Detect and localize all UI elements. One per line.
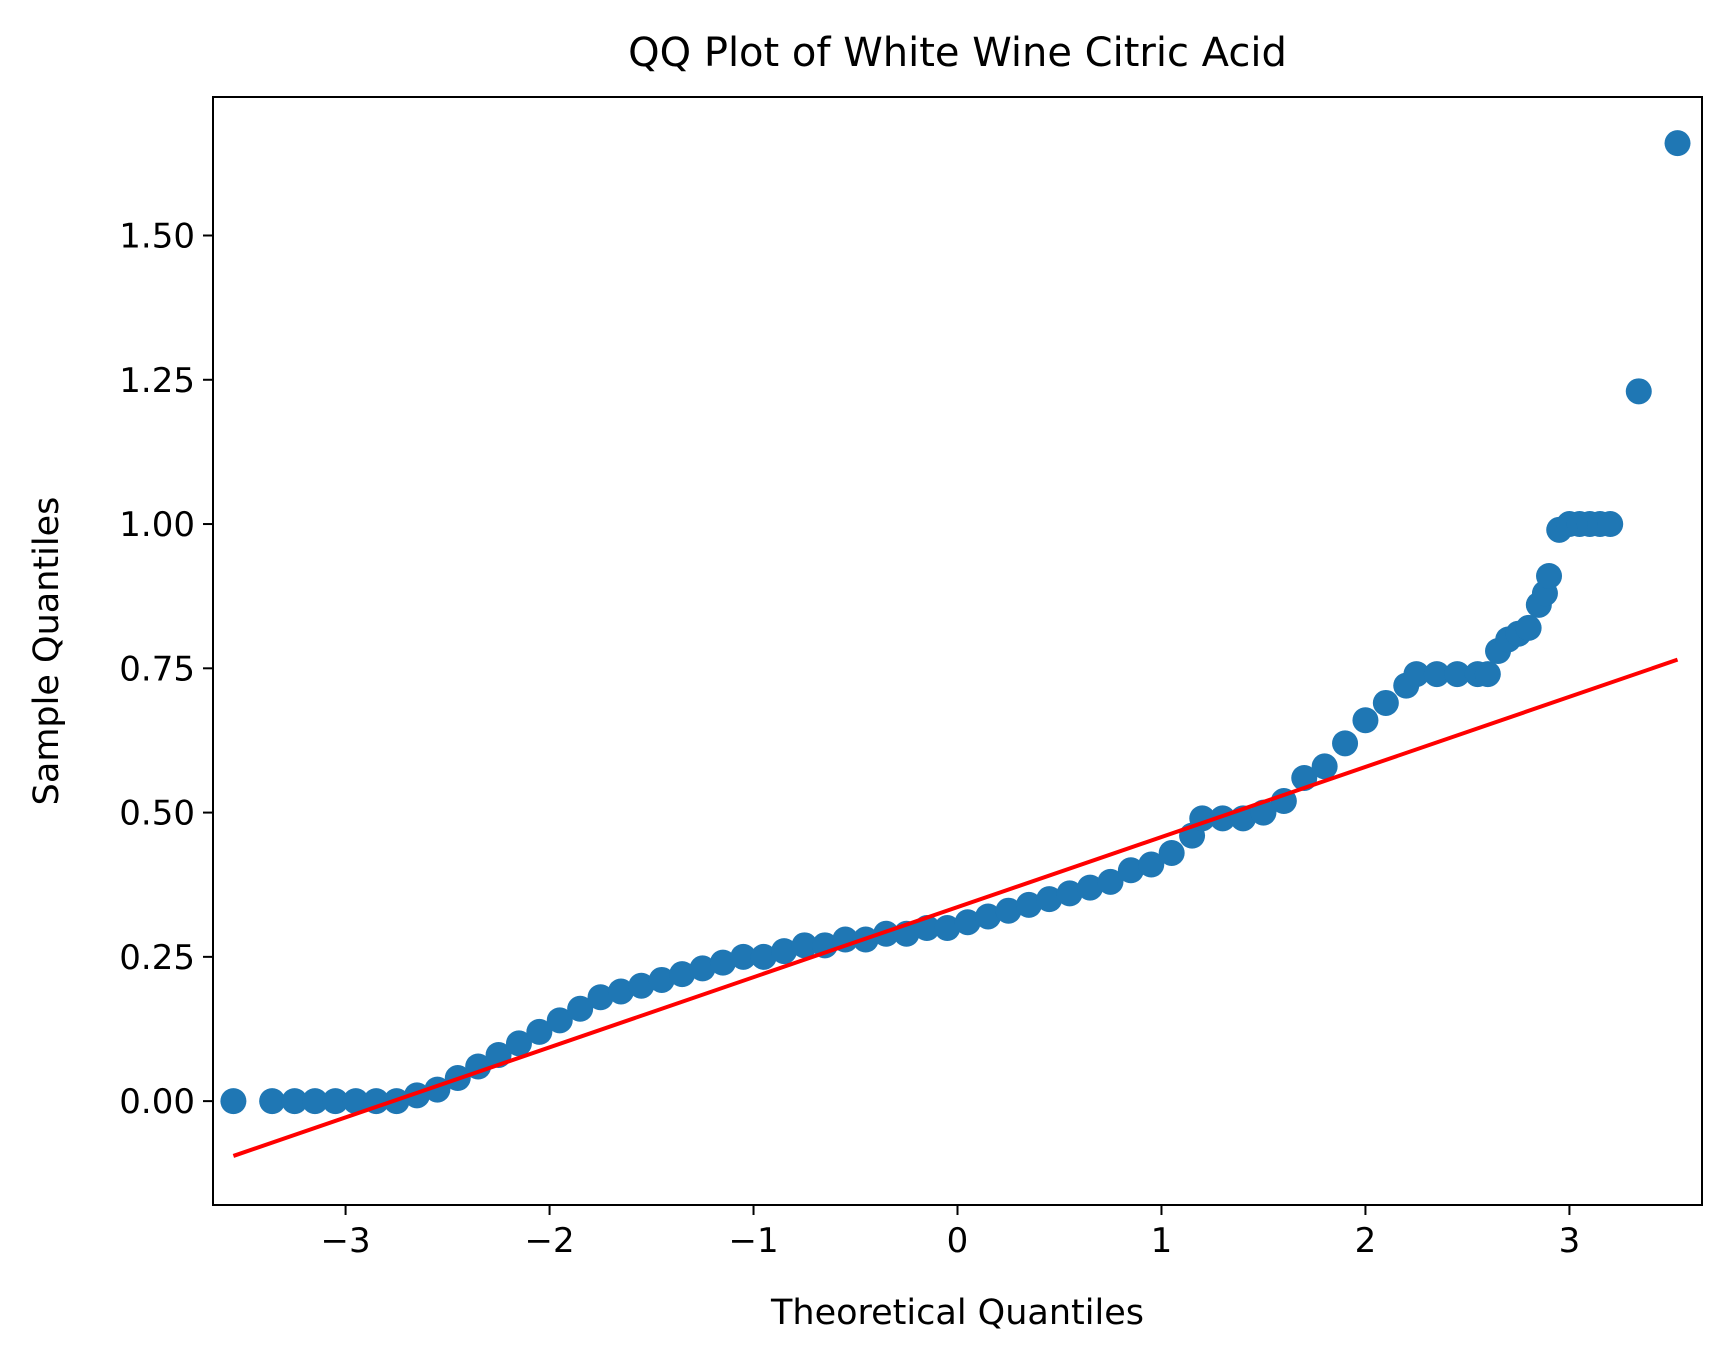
x-tick-label: 3 (1559, 1221, 1581, 1261)
sample-point (587, 984, 614, 1011)
sample-point (220, 1088, 247, 1115)
sample-point (954, 909, 981, 936)
sample-point (1423, 661, 1450, 688)
sample-point (607, 978, 634, 1005)
sample-point (1352, 707, 1379, 734)
sample-point (1077, 874, 1104, 901)
sample-point (750, 943, 777, 970)
sample-point (1403, 661, 1430, 688)
sample-point (1056, 880, 1083, 907)
sample-point (1444, 661, 1471, 688)
y-axis-label: Sample Quantiles (27, 497, 67, 806)
x-axis-ticks: −3 −2 −1 0 1 2 3 (321, 1205, 1581, 1261)
x-axis-label: Theoretical Quantiles (770, 1293, 1144, 1333)
sample-point (1138, 851, 1165, 878)
reference-line (232, 657, 1679, 1158)
sample-point (342, 1088, 369, 1115)
sample-point (1515, 614, 1542, 641)
sample-point (1332, 730, 1359, 757)
sample-point (1597, 511, 1624, 538)
y-tick-label: 0.00 (119, 1082, 195, 1122)
sample-point (1015, 891, 1042, 918)
y-tick-label: 0.50 (119, 794, 195, 834)
x-tick-label: 0 (947, 1221, 969, 1261)
sample-point (1372, 689, 1399, 716)
y-tick-label: 1.50 (119, 217, 195, 257)
x-tick-label: 1 (1151, 1221, 1173, 1261)
sample-point (1625, 378, 1652, 405)
sample-point (709, 949, 736, 976)
plot-frame (212, 96, 1703, 1206)
sample-point (505, 1030, 532, 1057)
sample-point (526, 1018, 553, 1045)
sample-point (1097, 868, 1124, 895)
sample-point (791, 932, 818, 959)
sample-point (975, 903, 1002, 930)
y-tick-label: 0.25 (119, 938, 195, 978)
sample-point (546, 1007, 573, 1034)
y-axis-ticks: 0.00 0.25 0.50 0.75 1.00 1.25 1.50 (119, 217, 213, 1122)
sample-point (1036, 886, 1063, 913)
sample-points (220, 130, 1691, 1115)
sample-point (1474, 661, 1501, 688)
chart-title: QQ Plot of White Wine Citric Acid (628, 30, 1287, 76)
reference-line-group (232, 657, 1679, 1158)
sample-point (873, 920, 900, 947)
sample-point (322, 1088, 349, 1115)
y-tick-label: 1.25 (119, 361, 195, 401)
y-tick-label: 0.75 (119, 649, 195, 689)
sample-point (628, 972, 655, 999)
sample-point (1664, 130, 1691, 157)
sample-point (1311, 753, 1338, 780)
sample-point (1536, 562, 1563, 589)
sample-point (259, 1088, 286, 1115)
sample-point (1117, 857, 1144, 884)
sample-point (771, 938, 798, 965)
x-tick-label: −2 (524, 1221, 574, 1261)
sample-point (689, 955, 716, 982)
sample-point (669, 961, 696, 988)
x-tick-label: 2 (1355, 1221, 1377, 1261)
x-tick-label: −1 (728, 1221, 778, 1261)
sample-point (281, 1088, 308, 1115)
sample-point (730, 943, 757, 970)
sample-point (995, 897, 1022, 924)
sample-point (1158, 839, 1185, 866)
x-tick-label: −3 (321, 1221, 371, 1261)
sample-point (567, 995, 594, 1022)
sample-point (934, 915, 961, 941)
sample-point (301, 1088, 328, 1115)
y-tick-label: 1.00 (119, 505, 195, 545)
sample-point (648, 966, 675, 993)
